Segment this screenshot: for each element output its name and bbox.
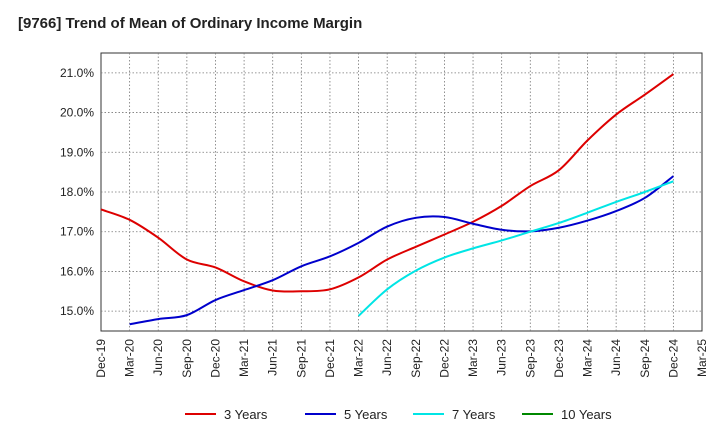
x-tick-label: Dec-19 <box>94 339 108 378</box>
legend-label: 5 Years <box>344 407 388 422</box>
plot-area <box>100 52 703 332</box>
y-tick-label: 18.0% <box>60 185 94 199</box>
x-tick-label: Mar-20 <box>123 339 137 377</box>
x-tick-label: Dec-20 <box>208 339 222 378</box>
x-tick-label: Dec-21 <box>323 339 337 378</box>
x-tick-label: Jun-23 <box>495 339 509 376</box>
legend: 3 Years 5 Years 7 Years 10 Years <box>185 407 612 422</box>
x-tick-label: Mar-21 <box>237 339 251 377</box>
x-tick-label: Mar-24 <box>581 339 595 377</box>
x-tick-label: Jun-22 <box>380 339 394 376</box>
x-tick-label: Sep-21 <box>294 339 308 378</box>
legend-label: 10 Years <box>561 407 612 422</box>
legend-label: 3 Years <box>224 407 268 422</box>
x-axis-tick-labels: Dec-19 Mar-20 Jun-20 Sep-20 Dec-20 Mar-21 Jun-… <box>94 339 709 378</box>
x-tick-label: Dec-22 <box>437 339 451 378</box>
x-tick-label: Jun-21 <box>266 339 280 376</box>
y-tick-label: 15.0% <box>60 304 94 318</box>
series-line-3 <box>357 180 674 317</box>
x-tick-label: Sep-23 <box>523 339 537 378</box>
series-lines <box>100 73 674 326</box>
y-tick-label: 19.0% <box>60 145 94 159</box>
y-tick-label: 21.0% <box>60 66 94 80</box>
x-tick-label: Dec-24 <box>666 339 680 378</box>
plot-frame <box>100 52 703 332</box>
x-tick-label: Sep-22 <box>409 339 423 378</box>
x-tick-label: Jun-20 <box>151 339 165 376</box>
chart-title: [9766] Trend of Mean of Ordinary Income … <box>18 15 363 32</box>
y-tick-label: 16.0% <box>60 264 94 278</box>
y-tick-label: 17.0% <box>60 225 94 239</box>
y-axis-tick-labels: 15.0% 16.0% 17.0% 18.0% 19.0% 20.0% 21.0% <box>60 66 94 318</box>
x-tick-label: Mar-23 <box>466 339 480 377</box>
series-line-1 <box>100 73 674 293</box>
x-tick-label: Sep-20 <box>180 339 194 378</box>
x-tick-label: Mar-22 <box>352 339 366 377</box>
x-tick-label: Dec-23 <box>552 339 566 378</box>
x-tick-label: Mar-25 <box>695 339 709 377</box>
x-tick-label: Jun-24 <box>609 339 623 376</box>
grid-lines <box>101 53 702 331</box>
x-tick-label: Sep-24 <box>638 339 652 378</box>
legend-label: 7 Years <box>452 407 496 422</box>
series-line-2 <box>129 175 674 326</box>
y-tick-label: 20.0% <box>60 106 94 120</box>
